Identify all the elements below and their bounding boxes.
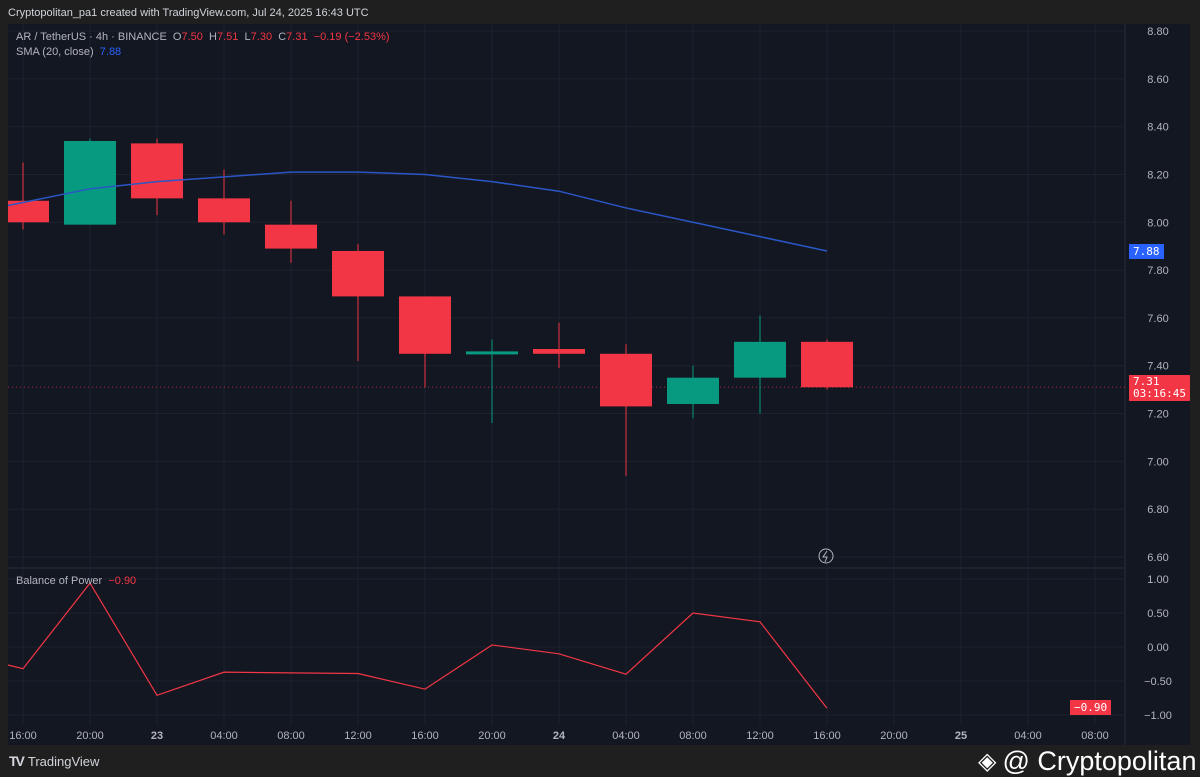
sma-legend[interactable]: SMA (20, close) 7.88 (16, 46, 121, 58)
close-value: 7.31 (286, 31, 308, 43)
diamond-logo-icon: ◈ (978, 748, 997, 775)
time-tick: 16:00 (9, 730, 37, 742)
bop-label: Balance of Power (16, 575, 103, 587)
time-tick: 20:00 (478, 730, 506, 742)
time-tick: 04:00 (612, 730, 640, 742)
bop-tick: 0.50 (1147, 608, 1168, 620)
time-tick: 24 (553, 730, 566, 742)
change-value: −0.19 (−2.53%) (313, 31, 390, 43)
candle-body (64, 140, 116, 225)
time-tick: 25 (955, 730, 967, 742)
time-tick: 23 (151, 730, 163, 742)
tv-logo-icon: TV (9, 753, 25, 769)
high-value: 7.51 (216, 31, 239, 43)
bop-tag: −0.90 (1070, 700, 1112, 715)
candle-body (734, 341, 786, 378)
high-label: H (209, 31, 217, 43)
candle-body (8, 200, 49, 223)
bar-countdown: 03:16:45 (1133, 387, 1186, 400)
time-tick: 12:00 (344, 730, 372, 742)
time-tick: 08:00 (277, 730, 305, 742)
candle-body (801, 341, 853, 388)
candle-body (198, 198, 250, 223)
close-label: C (278, 31, 287, 43)
symbol-name[interactable]: AR / TetherUS · 4h · BINANCE (16, 31, 167, 43)
candle-body (265, 224, 317, 249)
candle-body (466, 351, 518, 355)
candle-body (667, 377, 719, 404)
bop-tick: 1.00 (1147, 574, 1168, 586)
time-tick: 16:00 (411, 730, 439, 742)
last-price-tag: 7.31 03:16:45 (1129, 375, 1190, 401)
last-price: 7.31 (1133, 375, 1160, 388)
chart-header: Cryptopolitan_pa1 created with TradingVi… (8, 7, 369, 19)
price-tick: 6.60 (1147, 552, 1168, 564)
bop-tick: −0.50 (1144, 676, 1172, 688)
lightning-icon-glyph (822, 550, 828, 563)
price-tick: 8.00 (1147, 217, 1168, 229)
sma-label: SMA (20, close) (16, 46, 94, 58)
price-tick: 8.60 (1147, 74, 1168, 86)
price-tick: 7.00 (1147, 456, 1168, 468)
price-tick: 7.20 (1147, 409, 1168, 421)
price-tick: 7.40 (1147, 361, 1168, 373)
time-tick: 04:00 (210, 730, 238, 742)
price-tick: 8.80 (1147, 26, 1168, 38)
candle-body (131, 143, 183, 199)
watermark-text: @ Cryptopolitan (1002, 746, 1197, 776)
watermark: ◈ @ Cryptopolitan (978, 747, 1196, 776)
time-tick: 04:00 (1014, 730, 1042, 742)
bop-tick: 0.00 (1147, 642, 1168, 654)
price-tick: 6.80 (1147, 504, 1168, 516)
bop-line (7, 582, 828, 709)
candle-body (600, 353, 652, 407)
tradingview-brand: TradingView (27, 753, 100, 769)
time-tick: 20:00 (76, 730, 104, 742)
sma-value: 7.88 (99, 46, 122, 58)
tradingview-logo[interactable]: TV TradingView (9, 753, 99, 769)
lightning-icon (818, 548, 834, 564)
bop-tick: −1.00 (1144, 710, 1172, 722)
symbol-legend: AR / TetherUS · 4h · BINANCE O7.50 H7.51… (16, 31, 390, 43)
price-tick: 7.60 (1147, 313, 1168, 325)
open-value: 7.50 (181, 31, 203, 43)
bop-value: −0.90 (108, 575, 137, 587)
candle-body (332, 250, 384, 297)
time-tick: 16:00 (813, 730, 841, 742)
open-label: O (172, 31, 182, 43)
price-tick: 8.20 (1147, 169, 1168, 181)
price-tick: 7.80 (1147, 265, 1168, 277)
sma-price-tag: 7.88 (1129, 244, 1164, 259)
time-tick: 08:00 (679, 730, 707, 742)
time-tick: 20:00 (880, 730, 908, 742)
bop-legend[interactable]: Balance of Power −0.90 (16, 575, 136, 587)
sma-line (7, 171, 828, 252)
candle-body (533, 349, 585, 354)
chart-background (8, 24, 1190, 745)
low-label: L (244, 31, 251, 43)
low-value: 7.30 (250, 31, 273, 43)
time-tick: 08:00 (1081, 730, 1109, 742)
price-tick: 8.40 (1147, 122, 1168, 134)
candle-body (399, 296, 451, 354)
time-tick: 12:00 (746, 730, 774, 742)
